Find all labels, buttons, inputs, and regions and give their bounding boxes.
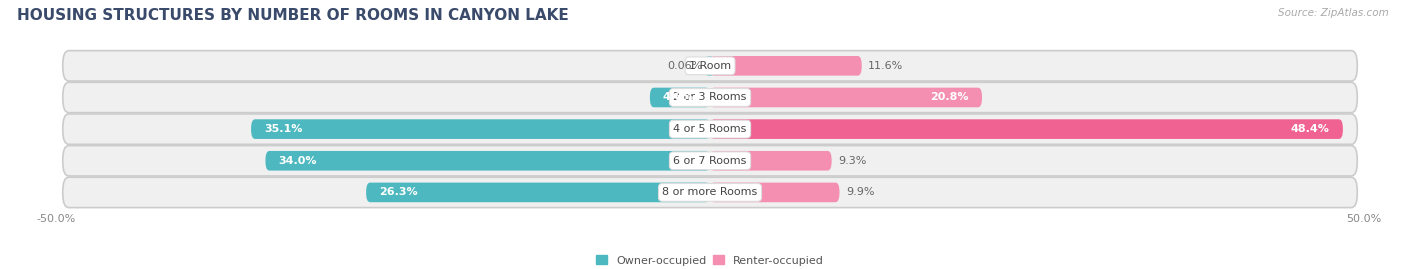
Text: 26.3%: 26.3% [380, 187, 418, 197]
FancyBboxPatch shape [366, 183, 710, 202]
Text: 9.9%: 9.9% [846, 187, 875, 197]
Text: Source: ZipAtlas.com: Source: ZipAtlas.com [1278, 8, 1389, 18]
FancyBboxPatch shape [710, 183, 839, 202]
FancyBboxPatch shape [710, 119, 1343, 139]
Text: 4 or 5 Rooms: 4 or 5 Rooms [673, 124, 747, 134]
FancyBboxPatch shape [63, 82, 1357, 113]
FancyBboxPatch shape [63, 114, 1357, 144]
FancyBboxPatch shape [710, 88, 981, 107]
FancyBboxPatch shape [266, 151, 710, 171]
Text: 20.8%: 20.8% [931, 93, 969, 102]
FancyBboxPatch shape [63, 177, 1357, 208]
Text: 35.1%: 35.1% [264, 124, 302, 134]
Text: HOUSING STRUCTURES BY NUMBER OF ROOMS IN CANYON LAKE: HOUSING STRUCTURES BY NUMBER OF ROOMS IN… [17, 8, 568, 23]
FancyBboxPatch shape [706, 56, 713, 76]
Text: 34.0%: 34.0% [278, 156, 316, 166]
FancyBboxPatch shape [63, 146, 1357, 176]
Text: 1 Room: 1 Room [689, 61, 731, 71]
Text: 9.3%: 9.3% [838, 156, 866, 166]
FancyBboxPatch shape [63, 51, 1357, 81]
Text: 2 or 3 Rooms: 2 or 3 Rooms [673, 93, 747, 102]
Text: 11.6%: 11.6% [869, 61, 904, 71]
FancyBboxPatch shape [650, 88, 710, 107]
Text: 8 or more Rooms: 8 or more Rooms [662, 187, 758, 197]
FancyBboxPatch shape [710, 151, 831, 171]
Text: 4.6%: 4.6% [664, 93, 695, 102]
Legend: Owner-occupied, Renter-occupied: Owner-occupied, Renter-occupied [596, 255, 824, 266]
Text: 48.4%: 48.4% [1291, 124, 1330, 134]
FancyBboxPatch shape [710, 56, 862, 76]
FancyBboxPatch shape [252, 119, 710, 139]
Text: 6 or 7 Rooms: 6 or 7 Rooms [673, 156, 747, 166]
Text: 0.06%: 0.06% [668, 61, 703, 71]
